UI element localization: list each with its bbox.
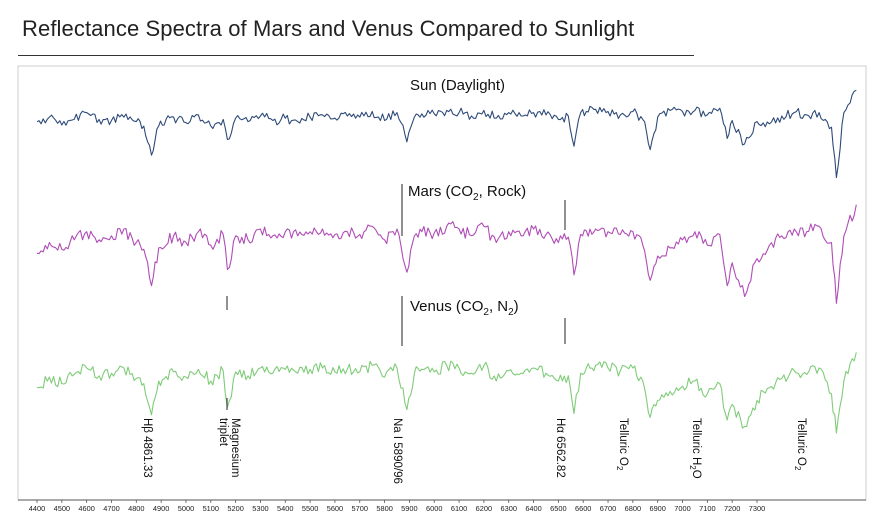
x-tick-label: 4500 bbox=[54, 504, 70, 513]
x-tick-label: 4900 bbox=[153, 504, 169, 513]
annotation-4: Telluric O2 bbox=[615, 418, 629, 471]
x-tick-label: 5400 bbox=[277, 504, 293, 513]
marker-layer bbox=[226, 184, 566, 410]
x-tick-label: 4600 bbox=[78, 504, 94, 513]
x-tick-label: 6800 bbox=[625, 504, 641, 513]
x-tick-label: 5100 bbox=[203, 504, 219, 513]
x-tick-label: 5900 bbox=[401, 504, 417, 513]
x-tick-label: 5600 bbox=[327, 504, 343, 513]
series-label-sun: Sun (Daylight) bbox=[410, 77, 505, 94]
annotation-6: Telluric O2 bbox=[793, 418, 807, 471]
x-tick-label: 4700 bbox=[103, 504, 119, 513]
x-tick-label: 5500 bbox=[302, 504, 318, 513]
x-tick-label: 7000 bbox=[674, 504, 690, 513]
annotation-3: Hα 6562.82 bbox=[554, 418, 566, 478]
x-tick-label: 5200 bbox=[227, 504, 243, 513]
x-tick-label: 5300 bbox=[252, 504, 268, 513]
x-tick-label: 6600 bbox=[575, 504, 591, 513]
x-tick-label: 5700 bbox=[352, 504, 368, 513]
annotation-5: Telluric H2O bbox=[688, 418, 702, 479]
x-tick-label: 6400 bbox=[525, 504, 541, 513]
series-line-sun bbox=[36, 89, 857, 179]
x-tick-label: 5800 bbox=[376, 504, 392, 513]
x-tick-label: 5000 bbox=[178, 504, 194, 513]
series-label-venus: Venus (CO2, N2) bbox=[410, 298, 519, 318]
x-tick-label: 6200 bbox=[476, 504, 492, 513]
x-tick-label: 6900 bbox=[649, 504, 665, 513]
x-tick-label: 7300 bbox=[749, 504, 765, 513]
series-layer bbox=[36, 89, 857, 434]
x-tick-layer: 4400 4500 4600 4700 4800 4900 5000 5100 5200 5300… bbox=[29, 500, 765, 513]
annotation-0: Hβ 4861.33 bbox=[141, 418, 153, 478]
x-tick-label: 7200 bbox=[724, 504, 740, 513]
series-line-venus bbox=[36, 352, 857, 434]
x-tick-label: 6100 bbox=[451, 504, 467, 513]
chart-title: Reflectance Spectra of Mars and Venus Co… bbox=[22, 16, 635, 41]
series-label-mars: Mars (CO2, Rock) bbox=[408, 183, 526, 203]
x-tick-label: 4400 bbox=[29, 504, 45, 513]
annotation-magnesium-0: Magnesium bbox=[229, 418, 241, 477]
x-tick-label: 6700 bbox=[600, 504, 616, 513]
x-tick-label: 6300 bbox=[500, 504, 516, 513]
x-tick-label: 4800 bbox=[128, 504, 144, 513]
x-tick-label: 6000 bbox=[426, 504, 442, 513]
label-layer: Sun (Daylight) Mars (CO2, Rock) Venus (CO2… bbox=[408, 77, 526, 318]
series-line-mars bbox=[36, 204, 857, 304]
annotation-2: Na I 5890/96 bbox=[391, 418, 403, 484]
title-underline bbox=[18, 55, 694, 56]
x-tick-label: 6500 bbox=[550, 504, 566, 513]
annotation-magnesium-1: triplet bbox=[217, 418, 229, 447]
x-tick-label: 7100 bbox=[699, 504, 715, 513]
